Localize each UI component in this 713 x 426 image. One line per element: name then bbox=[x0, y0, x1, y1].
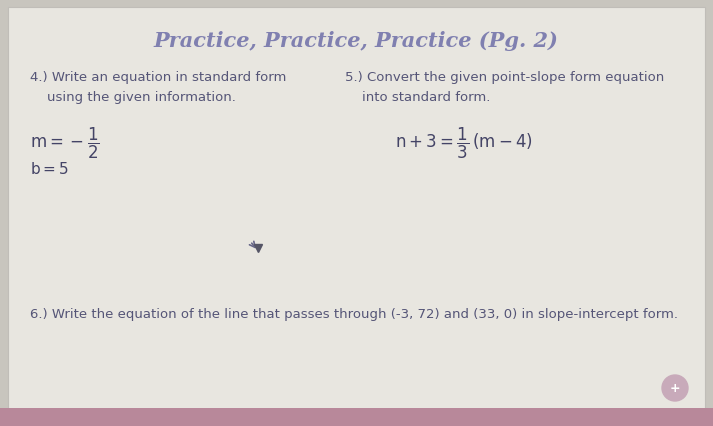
Text: $\mathrm{b} = 5$: $\mathrm{b} = 5$ bbox=[30, 161, 68, 177]
Text: Practice, Practice, Practice (Pg. 2): Practice, Practice, Practice (Pg. 2) bbox=[153, 31, 558, 51]
Text: +: + bbox=[670, 382, 680, 394]
Circle shape bbox=[662, 375, 688, 401]
Text: $\mathrm{n} + 3 = \dfrac{1}{3}\,(\mathrm{m} - 4)$: $\mathrm{n} + 3 = \dfrac{1}{3}\,(\mathrm… bbox=[395, 126, 533, 161]
Text: 5.) Convert the given point-slope form equation: 5.) Convert the given point-slope form e… bbox=[345, 71, 665, 84]
FancyBboxPatch shape bbox=[0, 408, 713, 426]
Text: $\mathrm{m} = -\dfrac{1}{2}$: $\mathrm{m} = -\dfrac{1}{2}$ bbox=[30, 126, 100, 161]
Text: into standard form.: into standard form. bbox=[345, 91, 491, 104]
Text: using the given information.: using the given information. bbox=[30, 91, 236, 104]
Text: 6.) Write the equation of the line that passes through (-3, 72) and (33, 0) in s: 6.) Write the equation of the line that … bbox=[30, 308, 678, 321]
FancyBboxPatch shape bbox=[8, 7, 705, 421]
Text: 4.) Write an equation in standard form: 4.) Write an equation in standard form bbox=[30, 71, 287, 84]
